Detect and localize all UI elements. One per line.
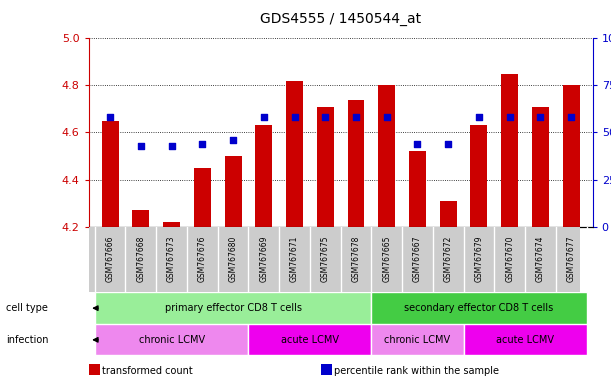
Text: chronic LCMV: chronic LCMV <box>139 335 205 345</box>
Bar <box>532 107 549 227</box>
Text: GSM767680: GSM767680 <box>229 236 238 282</box>
Text: GDS4555 / 1450544_at: GDS4555 / 1450544_at <box>260 12 421 25</box>
Bar <box>378 86 395 227</box>
Bar <box>348 99 364 227</box>
Text: GSM767672: GSM767672 <box>444 236 453 282</box>
Point <box>382 114 392 121</box>
Bar <box>286 81 303 227</box>
Text: GSM767674: GSM767674 <box>536 236 545 283</box>
Text: secondary effector CD8 T cells: secondary effector CD8 T cells <box>404 303 554 313</box>
Text: GSM767671: GSM767671 <box>290 236 299 282</box>
Point <box>505 114 514 121</box>
Text: GSM767667: GSM767667 <box>413 236 422 283</box>
Bar <box>255 126 273 227</box>
Point <box>105 114 115 121</box>
Text: primary effector CD8 T cells: primary effector CD8 T cells <box>164 303 302 313</box>
Bar <box>95 292 371 324</box>
Text: cell type: cell type <box>6 303 48 313</box>
Text: acute LCMV: acute LCMV <box>281 335 339 345</box>
Point <box>566 114 576 121</box>
Text: GSM767675: GSM767675 <box>321 236 330 283</box>
Point <box>259 114 269 121</box>
Point <box>444 141 453 147</box>
Text: percentile rank within the sample: percentile rank within the sample <box>334 366 499 376</box>
Point <box>197 141 207 147</box>
Bar <box>163 222 180 227</box>
Point <box>535 114 545 121</box>
Point <box>351 114 361 121</box>
Text: GSM767665: GSM767665 <box>382 236 391 283</box>
Text: chronic LCMV: chronic LCMV <box>384 335 450 345</box>
Text: GSM767669: GSM767669 <box>259 236 268 283</box>
Bar <box>464 324 587 355</box>
Text: GSM767670: GSM767670 <box>505 236 514 283</box>
Text: GSM767676: GSM767676 <box>198 236 207 283</box>
Bar <box>470 126 488 227</box>
Bar <box>194 168 211 227</box>
Text: GSM767679: GSM767679 <box>475 236 483 283</box>
Point <box>290 114 299 121</box>
Text: GSM767666: GSM767666 <box>106 236 115 283</box>
Text: GSM767673: GSM767673 <box>167 236 176 283</box>
Point <box>320 114 330 121</box>
Point <box>136 142 146 149</box>
Bar <box>409 151 426 227</box>
Text: GSM767668: GSM767668 <box>136 236 145 282</box>
Bar <box>371 324 464 355</box>
Bar <box>563 86 580 227</box>
Bar <box>501 74 518 227</box>
Bar <box>249 324 371 355</box>
Bar <box>101 121 119 227</box>
Text: transformed count: transformed count <box>102 366 193 376</box>
Bar <box>371 292 587 324</box>
Point <box>167 142 177 149</box>
Bar <box>133 210 149 227</box>
Text: GSM767677: GSM767677 <box>566 236 576 283</box>
Bar <box>317 107 334 227</box>
Text: acute LCMV: acute LCMV <box>496 335 554 345</box>
Point <box>412 141 422 147</box>
Bar <box>95 324 249 355</box>
Text: GSM767678: GSM767678 <box>351 236 360 282</box>
Point <box>474 114 484 121</box>
Bar <box>440 201 456 227</box>
Text: infection: infection <box>6 335 49 345</box>
Bar <box>225 156 241 227</box>
Point <box>228 137 238 143</box>
